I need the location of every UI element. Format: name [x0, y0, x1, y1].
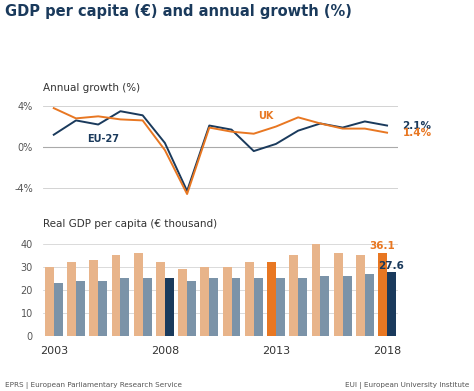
Bar	[334, 253, 343, 336]
Bar	[289, 255, 298, 336]
Bar	[89, 260, 98, 336]
Bar	[210, 278, 218, 336]
Bar	[111, 255, 120, 336]
Bar	[320, 276, 329, 336]
Bar	[165, 278, 174, 336]
Bar	[311, 244, 320, 336]
Text: 27.6: 27.6	[379, 261, 404, 271]
Text: EUI | European University Institute: EUI | European University Institute	[345, 382, 469, 389]
Bar	[143, 278, 152, 336]
Text: UK: UK	[258, 111, 273, 122]
Bar	[343, 276, 352, 336]
Bar	[76, 281, 85, 336]
Bar	[156, 262, 165, 336]
Bar	[134, 253, 143, 336]
Bar	[54, 283, 63, 336]
Bar	[387, 273, 396, 336]
Bar	[120, 278, 129, 336]
Text: Real GDP per capita (€ thousand): Real GDP per capita (€ thousand)	[43, 219, 217, 229]
Bar	[298, 278, 307, 336]
Bar	[254, 278, 263, 336]
Text: 2.1%: 2.1%	[402, 120, 432, 131]
Bar	[365, 274, 374, 336]
Bar	[356, 255, 365, 336]
Bar	[187, 281, 196, 336]
Text: EU-27: EU-27	[165, 276, 175, 308]
Text: UK: UK	[268, 293, 278, 308]
Text: Annual growth (%): Annual growth (%)	[43, 83, 140, 93]
Bar	[231, 278, 240, 336]
Bar	[276, 278, 285, 336]
Bar	[98, 281, 107, 336]
Bar	[201, 267, 210, 336]
Bar	[267, 262, 276, 336]
Bar	[245, 262, 254, 336]
Bar	[178, 269, 187, 336]
Text: 1.4%: 1.4%	[402, 128, 432, 138]
Bar	[45, 267, 54, 336]
Text: GDP per capita (€) and annual growth (%): GDP per capita (€) and annual growth (%)	[5, 4, 352, 19]
Text: EU-27: EU-27	[87, 134, 119, 144]
Bar	[378, 253, 387, 336]
Text: EPRS | European Parliamentary Research Service: EPRS | European Parliamentary Research S…	[5, 382, 182, 389]
Bar	[223, 267, 231, 336]
Bar	[67, 262, 76, 336]
Text: 36.1: 36.1	[370, 241, 395, 251]
